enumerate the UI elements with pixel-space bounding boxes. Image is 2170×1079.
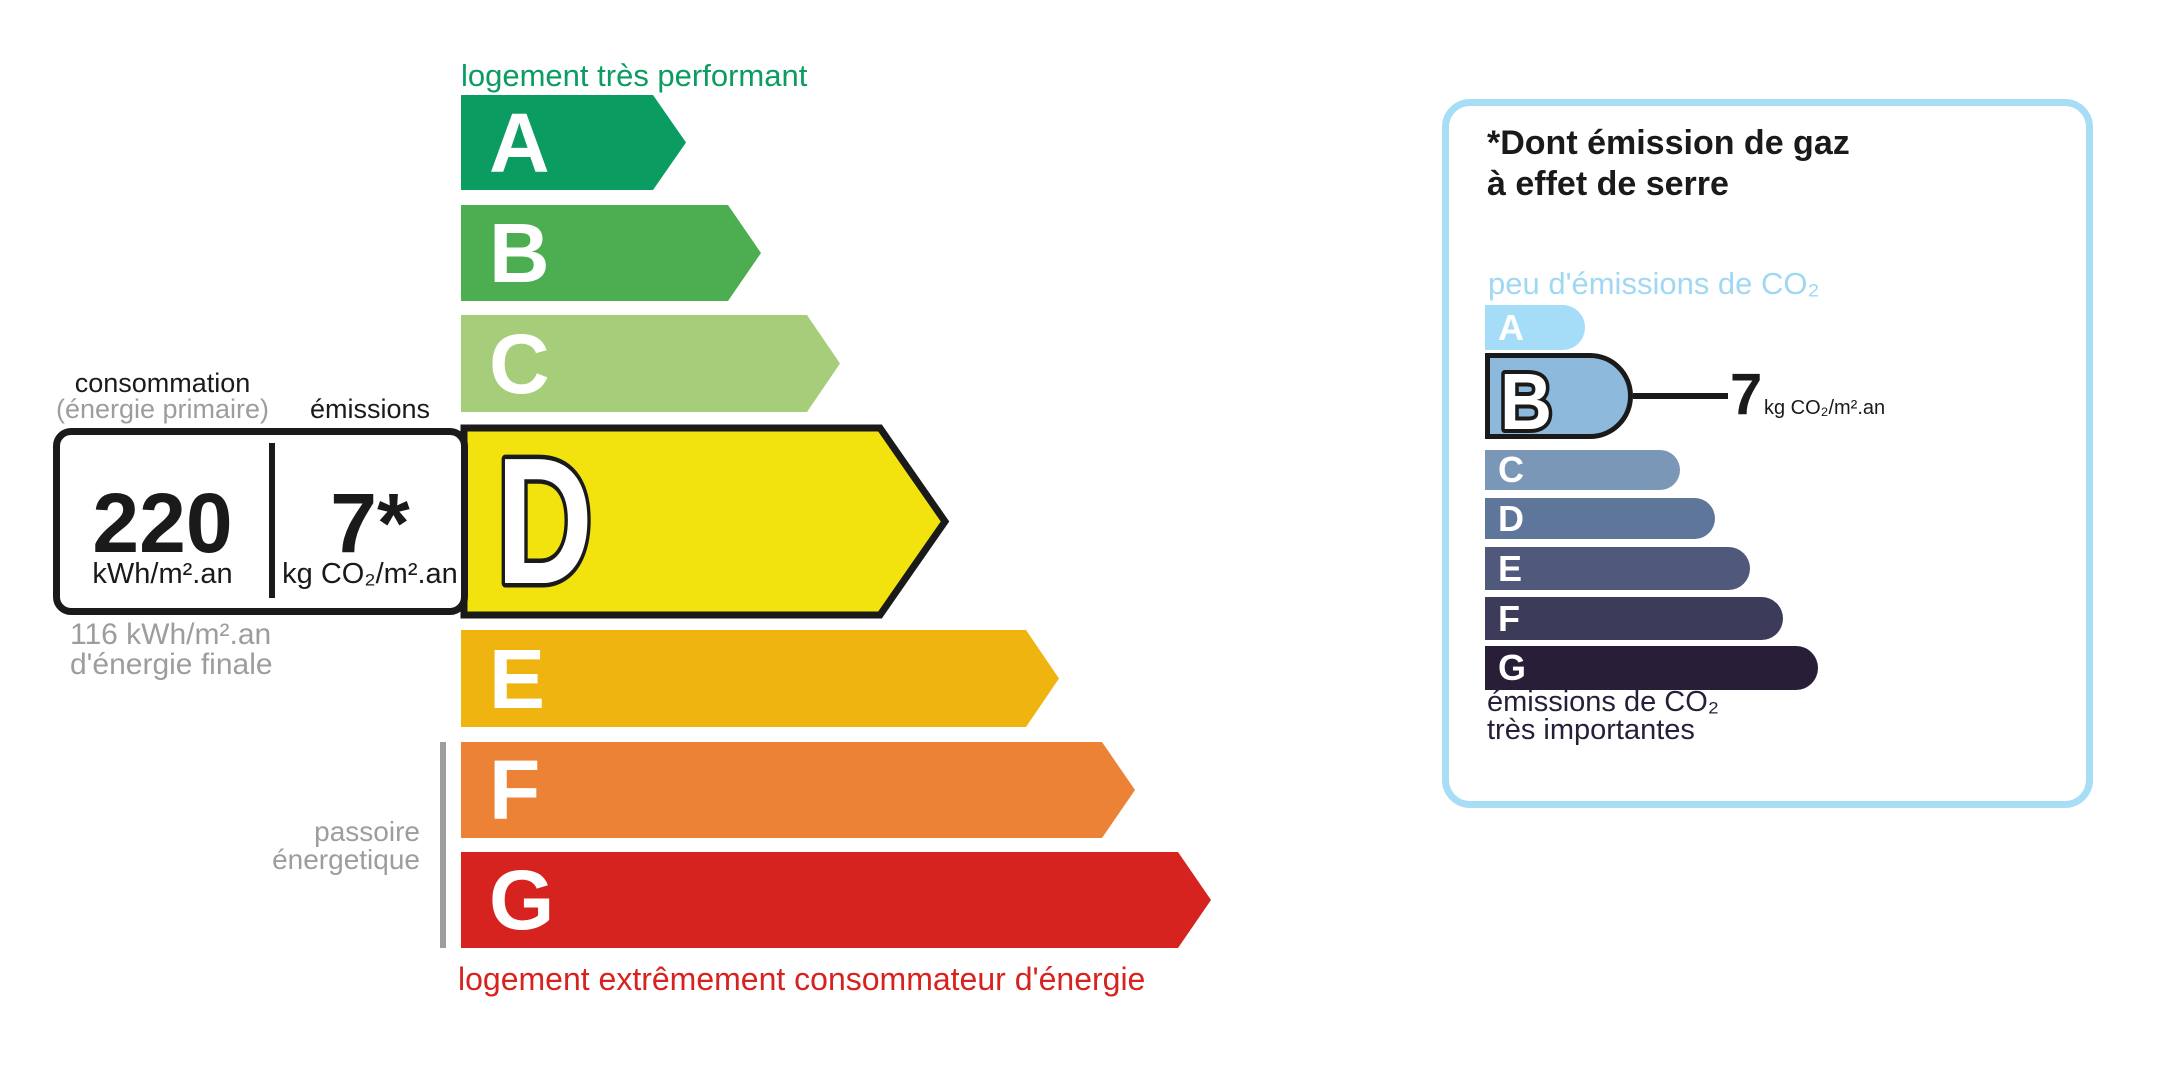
emissions-value: 7* <box>330 476 410 570</box>
co2-class-bar-G: G <box>1485 646 1818 690</box>
class-letter-A: A <box>489 95 550 190</box>
co2-class-bar-D: D <box>1485 498 1715 539</box>
consumption-header: consommation <box>74 368 251 398</box>
class-letter-E: E <box>489 631 546 726</box>
consumption-unit: kWh/m².an <box>92 558 233 590</box>
sieve-label-line1: passoire <box>314 816 420 847</box>
energy-top-label: logement très performant <box>461 58 808 93</box>
final-energy-line2: d'énergie finale <box>70 648 273 681</box>
co2-high-label-line2: très importantes <box>1487 714 1695 746</box>
co2-value-callout-line <box>1633 393 1728 399</box>
co2-low-label: peu d'émissions de CO₂ <box>1488 266 1820 301</box>
class-letter-C: C <box>1498 449 1524 490</box>
emissions-unit: kg CO₂/m².an <box>282 558 458 590</box>
current-energy-class-letter: D <box>496 421 593 622</box>
co2-class-bar-E: E <box>1485 547 1750 590</box>
class-letter-D: D <box>1498 497 1524 539</box>
co2-current-class-letter-svg: B <box>1496 353 1556 439</box>
co2-high-label-line1: émissions de CO₂ <box>1487 686 1720 718</box>
co2-class-bar-A: A <box>1485 305 1585 350</box>
co2-panel-title-line2: à effet de serre <box>1487 165 1729 203</box>
co2-value: 7 <box>1730 362 1763 427</box>
primary-energy-header: (énergie primaire) <box>55 394 270 424</box>
class-letter-F: F <box>489 743 541 837</box>
final-energy-line1: 116 kWh/m².an <box>70 618 272 651</box>
energy-class-bar-G: G <box>461 852 1211 948</box>
class-letter-G: G <box>489 853 555 947</box>
energy-class-bar-A: A <box>461 95 686 190</box>
current-co2-class-letter: B <box>1500 357 1552 439</box>
co2-class-bar-B-highlight <box>1485 353 1633 439</box>
energy-class-bar-C: C <box>461 315 840 412</box>
co2-panel-title-line1: *Dont émission de gaz <box>1487 124 1850 162</box>
energy-bottom-label: logement extrêmement consommateur d'éner… <box>458 961 1146 997</box>
energy-class-arrow-D: D <box>460 420 950 627</box>
energy-class-bar-E: E <box>461 630 1059 727</box>
current-values-box <box>53 428 468 615</box>
class-letter-E: E <box>1498 547 1523 589</box>
class-letter-A: A <box>1498 306 1524 348</box>
class-letter-G: G <box>1498 647 1527 688</box>
class-letter-F: F <box>1498 597 1520 639</box>
emissions-header: émissions <box>309 394 431 424</box>
co2-value-unit: kg CO₂/m².an <box>1764 397 1886 419</box>
sieve-bracket-line <box>440 742 446 948</box>
co2-class-bar-F: F <box>1485 597 1783 640</box>
consumption-value: 220 <box>92 476 233 570</box>
co2-class-bar-C: C <box>1485 450 1680 490</box>
value-box-divider <box>269 443 275 598</box>
class-letter-B: B <box>489 206 550 300</box>
energy-class-bar-F: F <box>461 742 1135 838</box>
sieve-label-line2: énergetique <box>272 844 420 875</box>
energy-class-bar-B: B <box>461 205 761 301</box>
class-letter-C: C <box>489 316 550 411</box>
